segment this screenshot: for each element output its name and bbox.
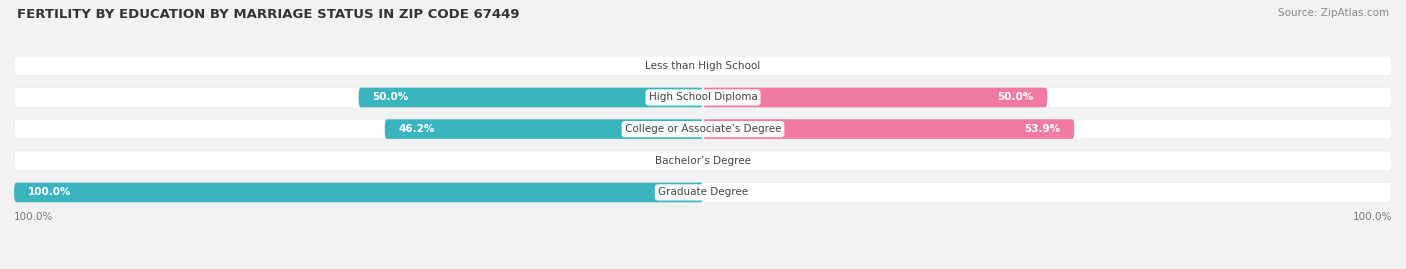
Text: Less than High School: Less than High School [645, 61, 761, 71]
Text: 100.0%: 100.0% [1353, 212, 1392, 222]
Text: 50.0%: 50.0% [997, 93, 1033, 102]
Text: 100.0%: 100.0% [14, 212, 53, 222]
FancyBboxPatch shape [14, 183, 1392, 202]
FancyBboxPatch shape [14, 183, 703, 202]
FancyBboxPatch shape [703, 88, 1047, 107]
Text: 0.0%: 0.0% [713, 187, 740, 197]
Text: 46.2%: 46.2% [398, 124, 434, 134]
Text: 53.9%: 53.9% [1025, 124, 1060, 134]
Text: 0.0%: 0.0% [666, 156, 693, 166]
FancyBboxPatch shape [14, 119, 1392, 139]
Text: 0.0%: 0.0% [713, 156, 740, 166]
Text: 100.0%: 100.0% [28, 187, 72, 197]
Text: 0.0%: 0.0% [666, 61, 693, 71]
Text: 50.0%: 50.0% [373, 93, 409, 102]
FancyBboxPatch shape [14, 56, 1392, 76]
Text: 0.0%: 0.0% [713, 61, 740, 71]
Text: Graduate Degree: Graduate Degree [658, 187, 748, 197]
FancyBboxPatch shape [385, 119, 703, 139]
FancyBboxPatch shape [14, 151, 1392, 171]
FancyBboxPatch shape [14, 88, 1392, 107]
FancyBboxPatch shape [359, 88, 703, 107]
Text: Source: ZipAtlas.com: Source: ZipAtlas.com [1278, 8, 1389, 18]
Text: High School Diploma: High School Diploma [648, 93, 758, 102]
Text: Bachelor’s Degree: Bachelor’s Degree [655, 156, 751, 166]
FancyBboxPatch shape [703, 119, 1074, 139]
Text: FERTILITY BY EDUCATION BY MARRIAGE STATUS IN ZIP CODE 67449: FERTILITY BY EDUCATION BY MARRIAGE STATU… [17, 8, 519, 21]
Text: College or Associate’s Degree: College or Associate’s Degree [624, 124, 782, 134]
